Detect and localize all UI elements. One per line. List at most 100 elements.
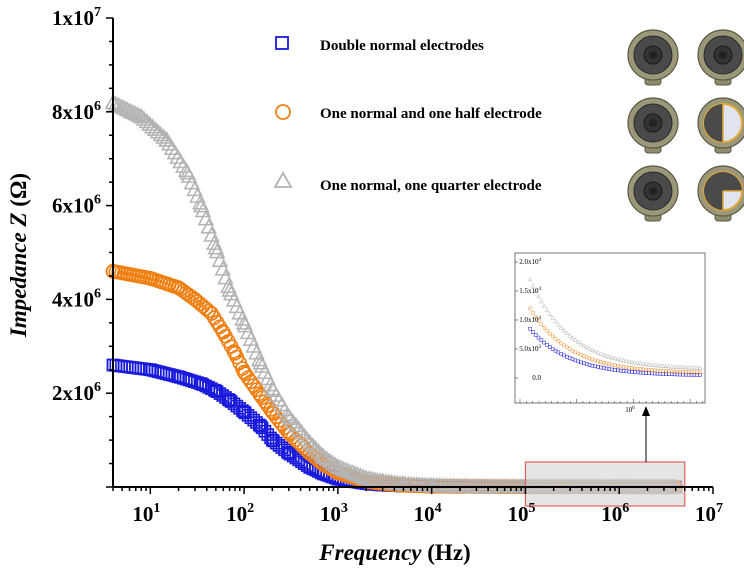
- inset-marker: [644, 367, 649, 372]
- electrode-dot: [649, 119, 657, 127]
- inset-series-triangle: [527, 276, 703, 370]
- inset-marker: [661, 368, 666, 373]
- inset-marker: [635, 366, 640, 371]
- inset-marker: [598, 360, 603, 365]
- inset-marker: [598, 351, 604, 356]
- inset-marker: [553, 318, 558, 324]
- x-axis-title: Frequency (Hz): [318, 540, 470, 565]
- x-tick-label: 106: [601, 501, 629, 526]
- inset-marker: [660, 363, 666, 368]
- electrode-image: [627, 97, 679, 154]
- series-marker: [281, 409, 299, 426]
- series-marker: [284, 413, 302, 429]
- inset-marker: [533, 288, 539, 293]
- y-tick-label: 8x106: [52, 99, 101, 124]
- inset-marker: [587, 346, 592, 351]
- inset-marker: [675, 369, 680, 374]
- x-tick-label: 101: [132, 501, 160, 526]
- inset-marker: [539, 338, 544, 342]
- series-marker: [290, 420, 307, 436]
- inset-marker: [623, 358, 629, 363]
- inset-marker: [672, 364, 677, 369]
- inset-marker: [698, 370, 702, 375]
- inset-marker: [689, 370, 694, 375]
- inset-marker: [618, 357, 624, 362]
- inset-marker: [567, 347, 572, 351]
- inset-marker: [592, 348, 598, 354]
- inset-marker: [593, 358, 598, 363]
- inset-y-tick: 1.5x104: [519, 287, 541, 295]
- inset-marker: [669, 369, 674, 374]
- inset-marker: [652, 362, 658, 368]
- inset-marker: [638, 367, 643, 372]
- series-marker: [310, 442, 327, 459]
- series-marker: [296, 427, 313, 443]
- axes: [106, 17, 714, 494]
- inset-marker: [542, 325, 547, 330]
- inset-y-tick: 5.0x103: [519, 345, 541, 353]
- inset-y-tick: 1.0x104: [519, 316, 541, 324]
- inset-marker: [698, 373, 702, 377]
- inset-marker: [547, 331, 552, 336]
- inset-marker: [572, 337, 578, 342]
- inset-y-labels: 2.0x104 1.5x104 1.0x104 5.0x103 0.0: [519, 258, 541, 382]
- y-tick-label: 6x106: [52, 193, 101, 218]
- inset-marker: [536, 293, 541, 299]
- electrode-image: [697, 165, 744, 222]
- inset-marker: [584, 344, 590, 349]
- inset-marker: [542, 340, 546, 345]
- inset-marker: [652, 368, 657, 373]
- inset-frame: [514, 252, 706, 404]
- inset-marker: [609, 354, 615, 360]
- series-marker: [135, 110, 153, 126]
- inset-marker: [666, 369, 671, 374]
- inset-marker: [533, 333, 538, 337]
- inset-marker: [538, 298, 544, 304]
- inset-marker: [607, 362, 612, 367]
- legend: Double normal electrodes One normal and …: [273, 36, 542, 194]
- inset-marker: [626, 359, 632, 364]
- inset-marker: [581, 343, 587, 348]
- x-tick-label: 104: [414, 501, 442, 526]
- inset-marker: [570, 335, 575, 340]
- series-marker: [293, 423, 310, 440]
- inset-marker: [547, 311, 553, 317]
- inset-marker: [558, 325, 564, 330]
- y-tick-label: 4x106: [52, 286, 101, 311]
- series-marker: [138, 112, 156, 129]
- inset-marker: [640, 361, 646, 366]
- inset-marker: [680, 364, 686, 370]
- inset-marker: [601, 360, 606, 365]
- inset-marker: [530, 310, 535, 315]
- series-marker: [144, 118, 161, 134]
- inset-marker: [621, 364, 626, 369]
- inset-marker: [666, 363, 672, 369]
- series-marker: [307, 439, 324, 456]
- electrode-image: [627, 29, 679, 86]
- inset-marker: [689, 365, 694, 370]
- inset-marker: [536, 335, 541, 340]
- x-tick-label: 102: [226, 501, 254, 526]
- inset-marker: [564, 345, 569, 350]
- inset-marker: [691, 365, 697, 370]
- inset-marker: [612, 355, 618, 361]
- inset-marker: [548, 345, 552, 349]
- inset-marker: [678, 369, 683, 374]
- inset-marker: [545, 328, 549, 333]
- inset-series-circle: [528, 306, 702, 375]
- inset-marker: [649, 368, 654, 373]
- zoom-rect: [524, 461, 686, 507]
- inset-marker: [649, 362, 655, 367]
- inset-marker: [613, 363, 617, 368]
- inset-marker: [632, 360, 638, 365]
- series-marker: [155, 128, 172, 144]
- legend-marker-triangle: [273, 171, 293, 188]
- inset-series-square: [528, 326, 702, 377]
- electrode-images: [627, 29, 744, 222]
- inset-marker: [694, 365, 700, 370]
- inset-marker: [601, 352, 607, 357]
- zoom-region: [524, 406, 686, 507]
- inset-marker: [587, 356, 592, 361]
- inset-marker: [621, 357, 626, 363]
- y-tick-labels: 2x106 4x106 6x106 8x106 1x107: [52, 5, 101, 405]
